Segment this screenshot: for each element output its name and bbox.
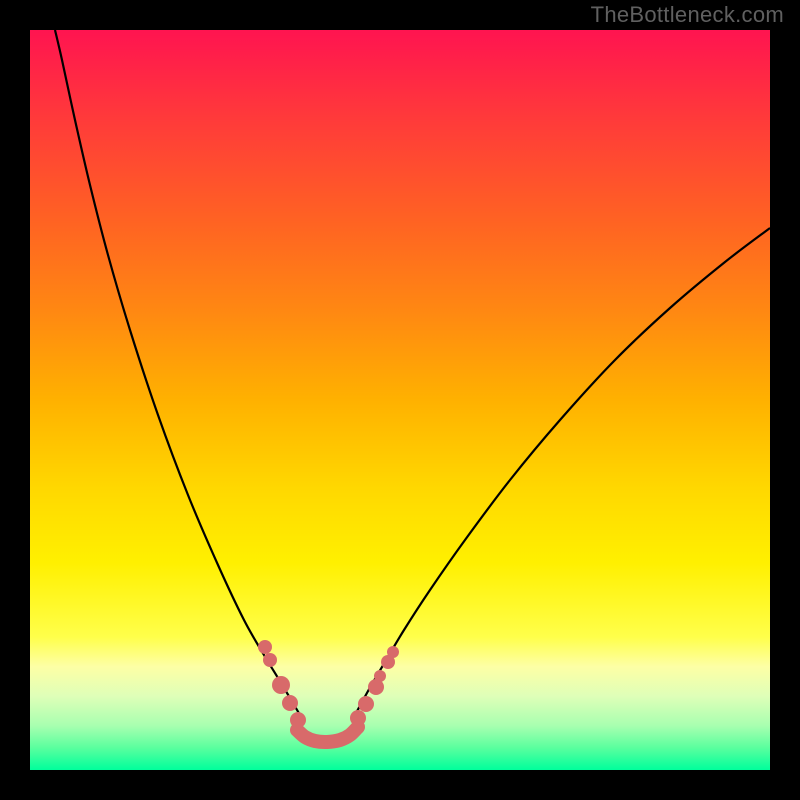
data-marker	[272, 676, 290, 694]
data-marker	[290, 712, 306, 728]
data-marker	[374, 670, 386, 682]
chart-plot-area	[30, 30, 770, 770]
data-marker	[282, 695, 298, 711]
data-marker	[387, 646, 399, 658]
data-marker	[258, 640, 272, 654]
data-marker	[350, 710, 366, 726]
data-marker	[358, 696, 374, 712]
gradient-background	[30, 30, 770, 770]
watermark-text: TheBottleneck.com	[591, 2, 784, 28]
bottleneck-curve-chart	[30, 30, 770, 770]
data-marker	[263, 653, 277, 667]
